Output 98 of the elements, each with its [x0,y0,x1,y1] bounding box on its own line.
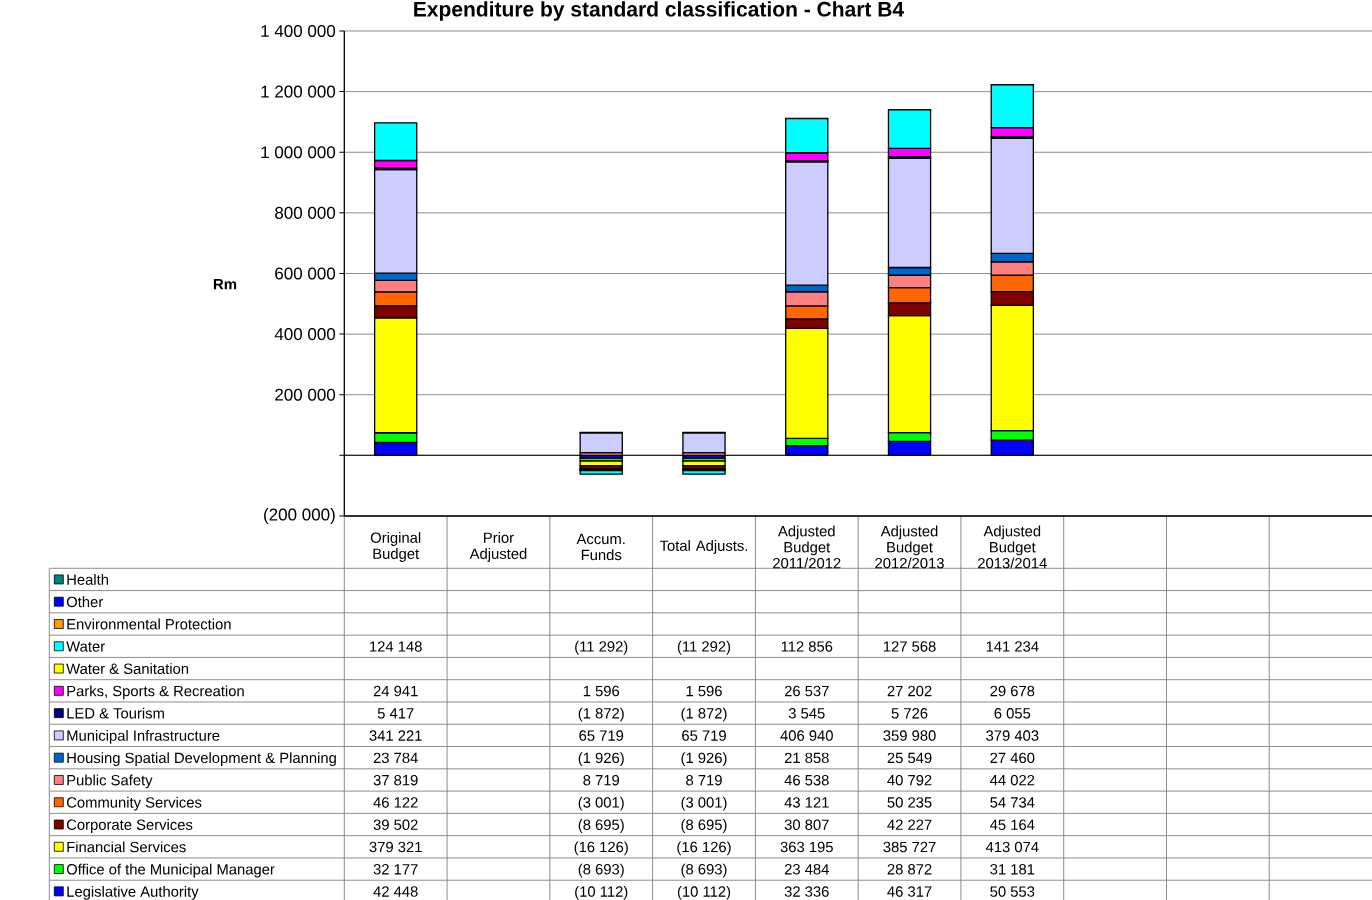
data-label: 23 784 [373,752,418,764]
data-label: (1 872) [681,707,727,722]
legend-label: Other [66,596,103,608]
data-label: 1 596 [686,685,722,697]
x-tick-label: Total Adjusts. [659,540,748,554]
data-label: 43 121 [784,797,829,808]
legend-label: Office of the Municipal Manager [66,863,275,878]
x-tick-label: Accum. Funds [576,533,625,561]
data-label: 141 234 [986,641,1039,652]
data-label: 21 858 [784,752,829,764]
data-label: 363 195 [780,841,833,853]
data-label: 6 055 [994,708,1031,719]
y-tick-label: 1 000 000 [261,146,336,159]
x-tick-label: Adjusted Budget 2012/2013 [875,525,944,569]
data-label: (1 926) [681,752,727,767]
legend-label: Water & Sanitation [66,663,189,674]
data-label: (8 693) [578,863,624,878]
data-label: 385 727 [883,841,936,853]
data-label: 25 549 [887,752,932,764]
data-label: 27 460 [990,752,1035,764]
y-tick-label: 1 200 000 [261,85,336,98]
data-label: 40 792 [887,774,932,786]
data-label: (1 926) [578,752,624,767]
y-tick-label: 800 000 [275,206,336,219]
legend-label: Public Safety [67,774,153,789]
data-label: 413 074 [985,841,1039,853]
data-label: 406 940 [780,730,833,741]
legend-label: Municipal Infrastructure [67,729,220,744]
data-label: 28 872 [887,864,932,875]
data-label: 50 553 [990,886,1035,897]
legend-label: Housing Spatial Development & Planning [67,752,336,767]
data-label: (16 126) [677,841,731,856]
legend-label: LED & Tourism [67,707,164,719]
data-label: 127 568 [883,641,936,652]
data-label: 124 148 [370,641,422,652]
data-label: 50 235 [887,797,932,808]
x-tick-label: Prior Adjusted [469,532,527,562]
data-label: 32 177 [373,864,418,875]
y-axis-title: Rm [213,279,237,290]
legend-label: Legislative Authority [67,885,199,900]
data-label: 27 202 [887,685,932,697]
data-label: 379 321 [369,841,422,853]
data-label: 359 980 [883,730,936,741]
x-tick-label: Original Budget [370,532,421,562]
data-label: 1 596 [583,685,620,697]
data-label: 5 726 [891,708,928,719]
data-label: (3 001) [681,796,727,811]
x-tick-label: Adjusted Budget 2013/2014 [978,525,1047,569]
data-label: 45 164 [990,819,1035,830]
data-label: 42 448 [373,886,418,897]
data-label: 30 807 [784,819,829,830]
data-label: 24 941 [373,685,418,697]
data-label: 379 403 [986,730,1039,741]
data-label: 37 819 [373,774,418,786]
x-tick-label: Adjusted Budget 2011/2012 [773,525,841,569]
y-tick-label: 1 400 000 [261,24,336,38]
data-label: 46 317 [887,886,932,897]
data-label: 31 181 [990,864,1035,875]
legend-label: Corporate Services [66,819,193,833]
data-label: 8 719 [583,774,620,786]
y-tick-label: 400 000 [274,328,336,341]
legend-label: Water [66,641,105,652]
y-tick-label: 600 000 [275,267,336,280]
legend-label: Health [67,574,109,585]
data-label: (8 695) [578,819,624,833]
data-label: (8 693) [681,863,727,878]
data-label: 65 719 [682,730,726,741]
data-label: 42 227 [887,819,932,830]
data-label: 23 484 [784,864,829,875]
data-label: (11 292) [575,640,628,655]
y-tick-label: (200 000) [264,508,335,524]
chart-title: Expenditure by standard classification - Chart B4 [414,1,904,21]
data-label: 46 122 [373,797,418,808]
data-label: 39 502 [373,819,418,830]
data-label: 8 719 [686,774,722,786]
legend-label: Community Services [66,796,202,811]
data-label: 44 022 [990,774,1035,786]
data-label: 54 734 [990,797,1035,808]
legend-label: Financial Services [67,841,186,853]
data-label: (1 872) [578,707,624,722]
y-tick-label: 200 000 [275,388,336,401]
data-label: 65 719 [579,730,624,741]
data-label: 3 545 [788,708,825,719]
data-label: (11 292) [677,640,731,655]
data-label: 112 856 [781,641,833,652]
legend-label: Parks, Sports & Recreation [67,685,244,700]
data-label: (10 112) [575,885,628,900]
legend-label: Environmental Protection [67,618,231,630]
data-label: 5 417 [377,708,414,719]
data-label: (8 695) [681,819,727,833]
data-label: 26 537 [784,685,829,697]
data-label: 29 678 [990,685,1035,697]
data-label: 46 538 [784,774,829,786]
data-label: (3 001) [578,796,624,811]
data-label: 341 221 [369,730,422,741]
data-label: (10 112) [677,885,731,900]
data-label: (16 126) [574,841,628,856]
data-label: 32 336 [784,886,829,897]
